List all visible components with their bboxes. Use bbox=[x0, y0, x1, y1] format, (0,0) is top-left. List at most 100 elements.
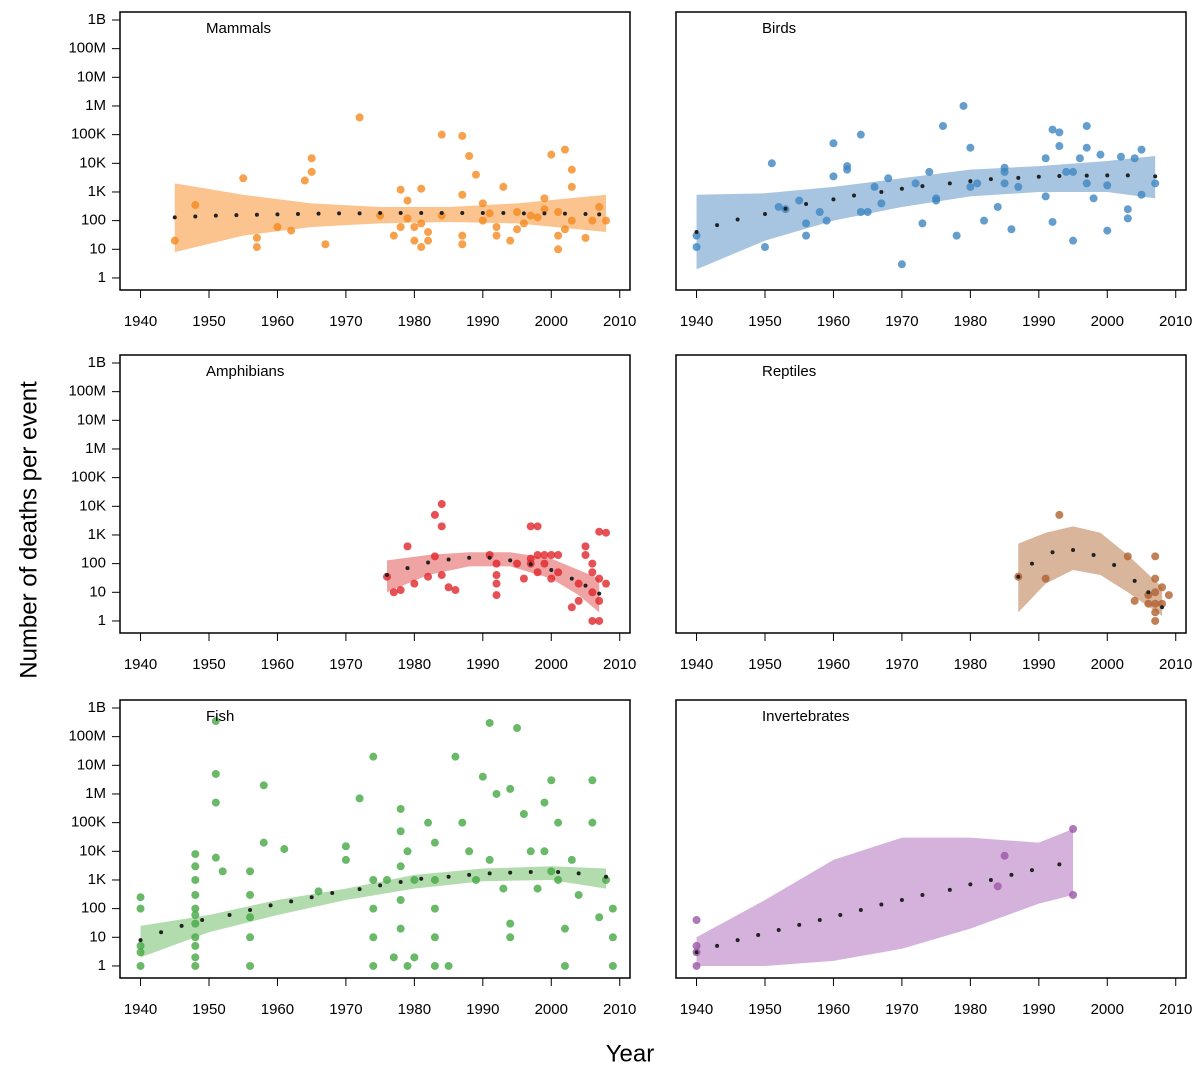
data-point bbox=[602, 579, 611, 588]
x-tick-label: 1970 bbox=[329, 313, 362, 330]
data-point bbox=[471, 170, 480, 179]
data-point bbox=[877, 199, 886, 208]
trend-point bbox=[1132, 578, 1137, 583]
data-point bbox=[554, 875, 563, 884]
data-point bbox=[595, 574, 604, 583]
data-point bbox=[533, 551, 542, 560]
data-point bbox=[1082, 143, 1091, 152]
data-point bbox=[321, 240, 330, 249]
trend-point bbox=[357, 887, 362, 892]
y-tick-label: 1M bbox=[85, 97, 106, 114]
data-point bbox=[567, 603, 576, 612]
data-point bbox=[1158, 599, 1167, 608]
data-point bbox=[191, 201, 200, 210]
trend-point bbox=[549, 567, 554, 572]
y-tick-label: 100K bbox=[71, 126, 106, 143]
data-point bbox=[1103, 226, 1112, 235]
data-point bbox=[403, 847, 412, 856]
trend-point bbox=[817, 918, 822, 923]
data-point bbox=[191, 850, 200, 859]
data-point bbox=[918, 219, 927, 228]
data-point bbox=[437, 500, 446, 509]
trend-point bbox=[735, 217, 740, 222]
data-point bbox=[246, 890, 255, 899]
data-point bbox=[959, 101, 968, 110]
trend-point bbox=[268, 903, 273, 908]
trend-point bbox=[947, 181, 952, 186]
x-tick-label: 1950 bbox=[748, 1001, 781, 1018]
data-point bbox=[1075, 154, 1084, 163]
data-point bbox=[430, 904, 439, 913]
y-tick-label: 10 bbox=[89, 240, 106, 257]
y-tick-label: 10 bbox=[89, 583, 106, 600]
x-tick-label: 1990 bbox=[466, 1001, 499, 1018]
confidence-band bbox=[1018, 526, 1163, 616]
data-point bbox=[574, 596, 583, 605]
data-point bbox=[1144, 599, 1153, 608]
data-point bbox=[595, 596, 604, 605]
data-point bbox=[540, 205, 549, 214]
data-point bbox=[1137, 190, 1146, 199]
trend-point bbox=[879, 189, 884, 194]
trend-point bbox=[1091, 553, 1096, 558]
y-tick-label: 10K bbox=[79, 842, 106, 859]
data-point bbox=[410, 222, 419, 231]
data-point bbox=[478, 199, 487, 208]
x-tick-label: 2000 bbox=[535, 313, 568, 330]
trend-point bbox=[508, 870, 513, 875]
trend-point bbox=[446, 874, 451, 879]
data-point bbox=[554, 231, 563, 240]
y-tick-label: 100M bbox=[68, 383, 106, 400]
data-point bbox=[1055, 510, 1064, 519]
x-tick-label: 1970 bbox=[885, 656, 918, 673]
data-point bbox=[410, 579, 419, 588]
data-point bbox=[1130, 154, 1139, 163]
data-point bbox=[533, 213, 542, 222]
y-tick-label: 100M bbox=[68, 728, 106, 745]
trend-point bbox=[797, 922, 802, 927]
data-point bbox=[211, 769, 220, 778]
data-point bbox=[396, 586, 405, 595]
data-point bbox=[444, 961, 453, 970]
x-tick-label: 1970 bbox=[329, 1001, 362, 1018]
data-point bbox=[595, 527, 604, 536]
trend-point bbox=[1160, 605, 1165, 610]
data-point bbox=[417, 184, 426, 193]
data-point bbox=[444, 583, 453, 592]
trend-point bbox=[1153, 174, 1158, 179]
data-point bbox=[287, 226, 296, 235]
data-point bbox=[341, 855, 350, 864]
x-tick-label: 2000 bbox=[535, 656, 568, 673]
panel-title: Birds bbox=[762, 20, 796, 37]
panel-title: Reptiles bbox=[762, 363, 816, 380]
data-point bbox=[458, 231, 467, 240]
data-point bbox=[280, 845, 289, 854]
data-point bbox=[1130, 596, 1139, 605]
data-point bbox=[506, 784, 515, 793]
data-point bbox=[424, 236, 433, 245]
trend-point bbox=[193, 214, 198, 219]
trend-point bbox=[1125, 173, 1130, 178]
x-tick-label: 1940 bbox=[124, 1001, 157, 1018]
trend-point bbox=[715, 223, 720, 228]
data-point bbox=[952, 231, 961, 240]
x-tick-label: 1980 bbox=[954, 313, 987, 330]
data-point bbox=[430, 510, 439, 519]
data-point bbox=[608, 933, 617, 942]
data-point bbox=[980, 216, 989, 225]
data-point bbox=[430, 875, 439, 884]
data-point bbox=[843, 162, 852, 171]
trend-point bbox=[858, 907, 863, 912]
data-point bbox=[1123, 552, 1132, 561]
data-point bbox=[513, 724, 522, 733]
y-tick-label: 1M bbox=[85, 785, 106, 802]
y-tick-label: 1B bbox=[88, 699, 106, 716]
trend-point bbox=[583, 583, 588, 588]
trend-point bbox=[694, 230, 699, 235]
data-point bbox=[1096, 150, 1105, 159]
trend-point bbox=[467, 872, 472, 877]
trend-point bbox=[439, 210, 444, 215]
data-point bbox=[540, 551, 549, 560]
trend-point bbox=[988, 877, 993, 882]
data-point bbox=[884, 174, 893, 183]
